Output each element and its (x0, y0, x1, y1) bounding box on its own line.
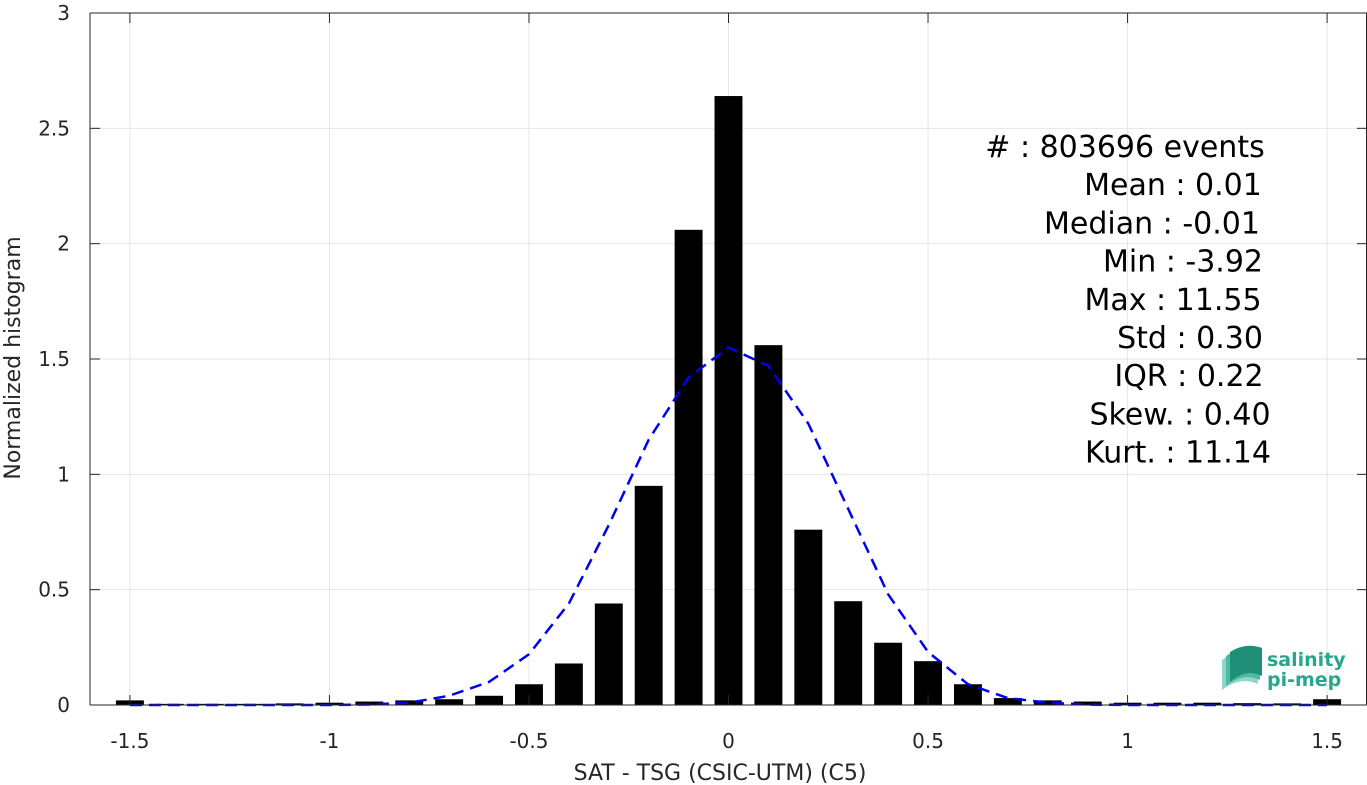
logo-text-pimep: pi-mep (1267, 669, 1341, 691)
histogram-bar (475, 695, 504, 705)
histogram-bar (874, 642, 903, 705)
x-axis-label: SAT - TSG (CSIC-UTM) (C5) (574, 761, 867, 785)
x-tick-label: 1.5 (1311, 729, 1343, 753)
x-tick-label: -1.5 (110, 729, 149, 753)
stats-line: Std : 0.30 (1117, 321, 1263, 356)
x-tick-label: -0.5 (509, 729, 548, 753)
histogram-bar (515, 684, 543, 705)
histogram-bar (754, 345, 783, 705)
histogram-bar (1033, 700, 1062, 705)
salinity-pimep-logo: salinity pi-mep (1222, 645, 1346, 691)
y-tick-label: 2.5 (38, 116, 70, 140)
histogram-bar (674, 229, 703, 705)
stats-line: Max : 11.55 (1084, 283, 1261, 318)
histogram-bar (993, 698, 1022, 705)
x-tick-label: -1 (319, 729, 339, 753)
histogram-bar (714, 96, 743, 706)
stats-line: Min : -3.92 (1103, 245, 1263, 280)
histogram-bar (794, 529, 823, 705)
histogram-bar (554, 663, 583, 705)
stats-line: Median : -0.01 (1044, 206, 1260, 241)
histogram-bar (395, 700, 424, 705)
stats-line: IQR : 0.22 (1114, 359, 1263, 394)
histogram-bar (435, 699, 464, 705)
logo-icon (1222, 645, 1262, 690)
x-tick-labels: -1.5 -1 -0.5 0 0.5 1 1.5 (110, 729, 1343, 753)
y-tick-label: 3 (57, 1, 70, 25)
histogram-bar (1073, 701, 1102, 705)
stats-line: # : 803696 events (985, 130, 1264, 165)
y-axis-label: Normalized histogram (1, 236, 26, 479)
histogram-bar (634, 485, 663, 705)
x-tick-label: 0.5 (912, 729, 944, 753)
stats-line: Mean : 0.01 (1084, 168, 1262, 203)
logo-text-salinity: salinity (1267, 649, 1346, 671)
histogram-bar (594, 603, 623, 705)
histogram-bar (834, 601, 863, 705)
y-tick-label: 0 (57, 693, 70, 717)
stats-line: Kurt. : 11.14 (1085, 436, 1271, 471)
y-tick-label: 1.5 (38, 347, 70, 371)
histogram-bar (355, 701, 384, 705)
y-tick-labels: 0 0.5 1 1.5 2 2.5 3 (38, 1, 70, 717)
y-tick-label: 1 (57, 462, 70, 486)
x-tick-label: 1 (1121, 729, 1134, 753)
x-tick-label: 0 (722, 729, 735, 753)
y-tick-label: 2 (57, 232, 70, 256)
stats-line: Skew. : 0.40 (1089, 397, 1270, 432)
bars-group (115, 96, 1342, 706)
histogram-bar (953, 684, 982, 705)
y-tick-label: 0.5 (38, 578, 70, 602)
